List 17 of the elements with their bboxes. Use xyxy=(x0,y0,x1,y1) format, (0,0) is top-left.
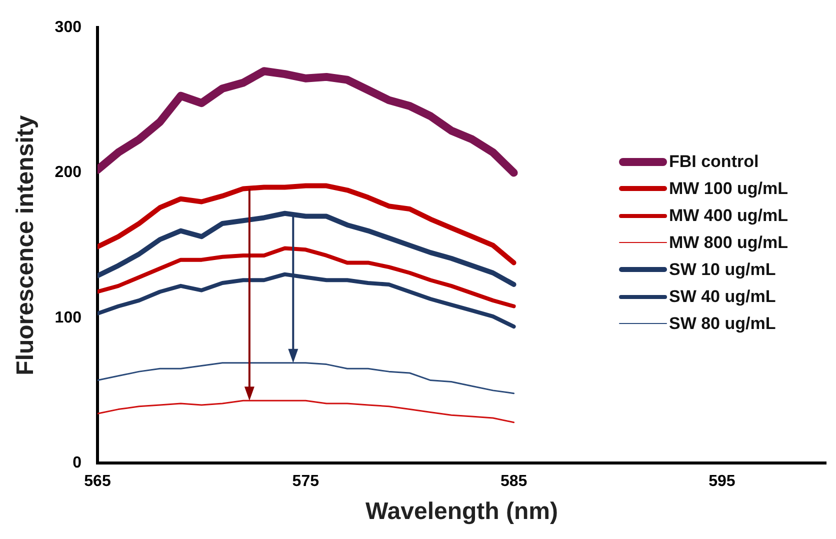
legend-label: SW 80 ug/mL xyxy=(668,314,776,334)
y-tick-label: 0 xyxy=(72,454,82,472)
y-tick-label: 300 xyxy=(54,19,82,36)
x-tick-label: 585 xyxy=(500,473,528,490)
legend-label: SW 40 ug/mL xyxy=(668,286,776,306)
legend-label: SW 10 ug/mL xyxy=(668,260,776,280)
x-tick-label: 565 xyxy=(84,473,111,490)
x-axis-title: Wavelength (nm) xyxy=(366,498,558,526)
y-tick-label: 200 xyxy=(54,164,82,182)
y-axis-title: Fluorescence intensity xyxy=(12,114,40,376)
legend-label: MW 100 ug/mL xyxy=(668,178,788,198)
legend-label: FBI control xyxy=(668,152,759,172)
legend-label: MW 800 ug/mL xyxy=(668,232,788,252)
y-tick-label: 100 xyxy=(54,309,82,326)
x-tick-label: 575 xyxy=(292,473,320,490)
x-tick-label: 595 xyxy=(708,473,736,490)
legend-label: MW 400 ug/mL xyxy=(668,206,788,226)
